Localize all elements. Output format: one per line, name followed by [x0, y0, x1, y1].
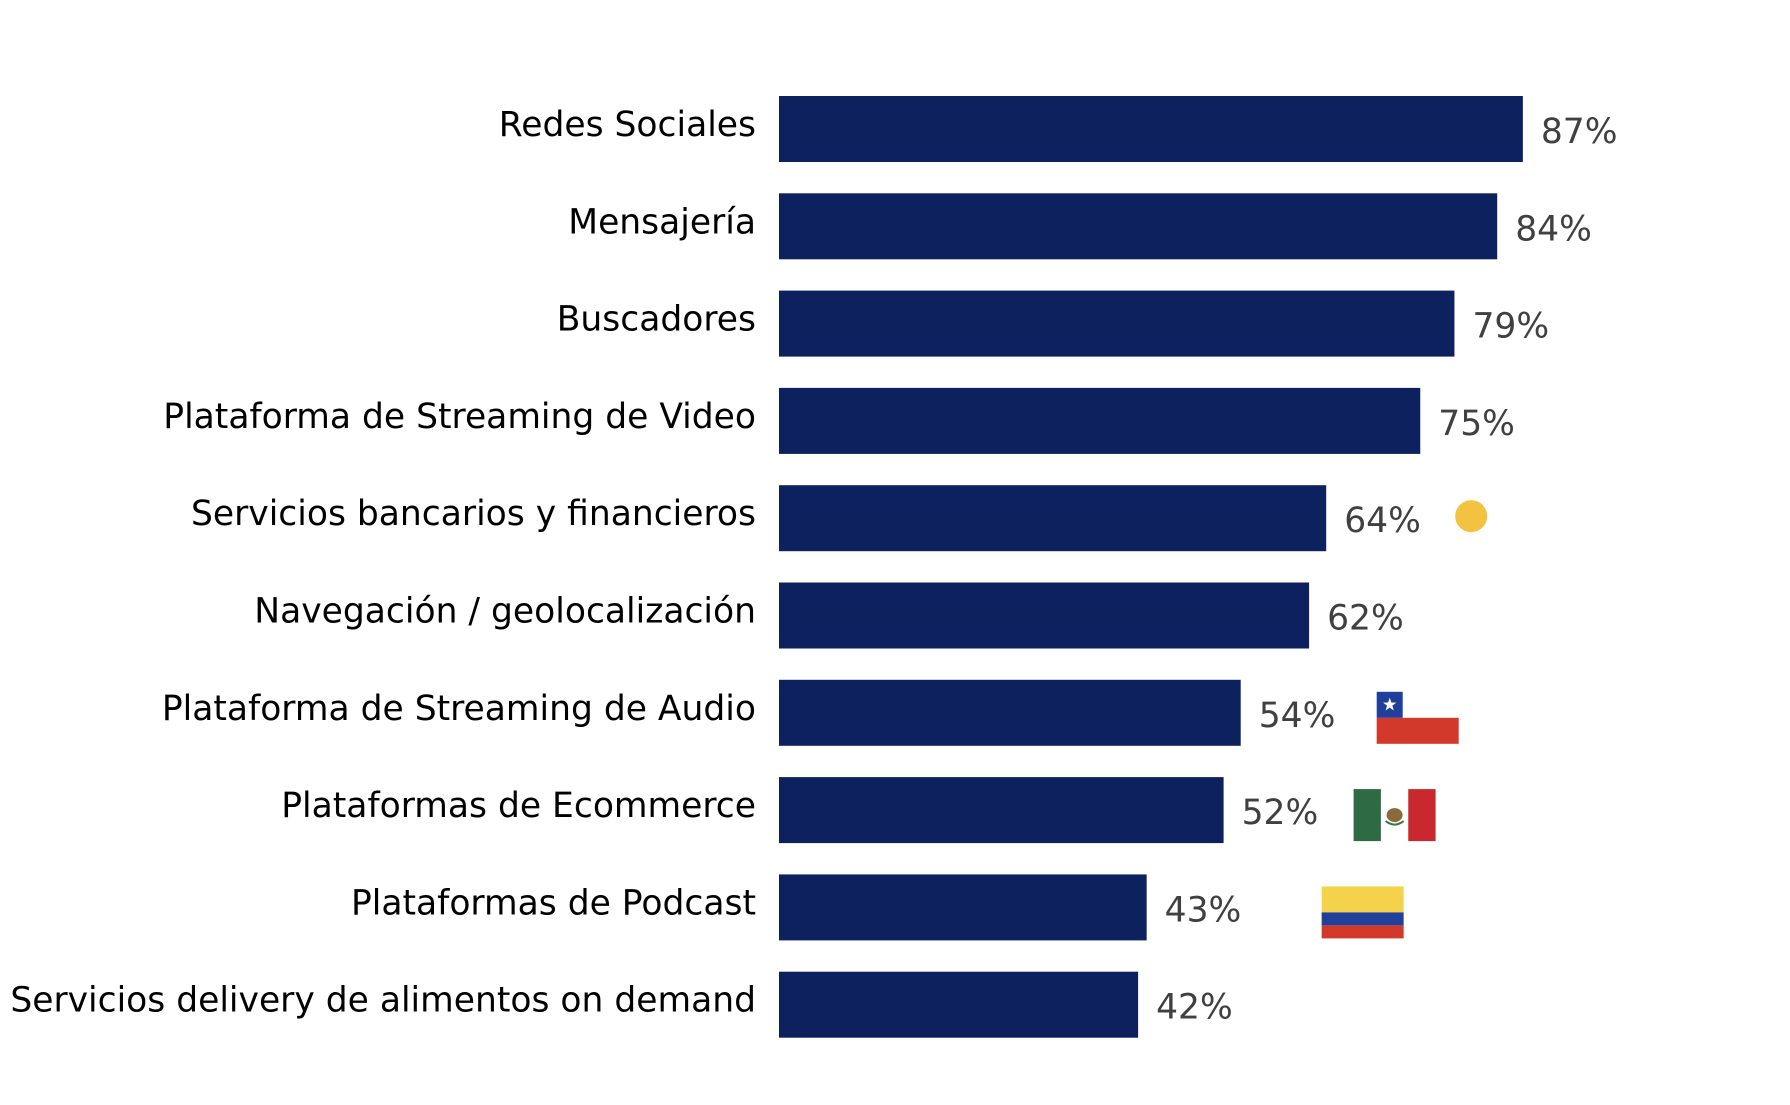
- bar: [779, 874, 1147, 941]
- flag-stripe-blue: [1321, 912, 1404, 926]
- category-label: Mensajería: [568, 202, 756, 242]
- bar: [779, 387, 1421, 454]
- category-label: Redes Sociales: [499, 105, 756, 145]
- flag-stripe-red: [1321, 925, 1404, 939]
- bar: [779, 582, 1310, 649]
- category-label: Plataformas de Podcast: [351, 883, 756, 923]
- bar: [779, 290, 1455, 357]
- category-label: Plataforma de Streaming de Video: [163, 397, 756, 437]
- category-label: Buscadores: [557, 300, 756, 340]
- value-label: 43%: [1165, 890, 1242, 930]
- category-label: Servicios bancarios y financieros: [191, 494, 756, 534]
- value-label: 54%: [1259, 696, 1336, 736]
- bar: [779, 485, 1327, 552]
- category-label: Plataformas de Ecommerce: [281, 786, 756, 826]
- wreath-icon: [1384, 820, 1405, 826]
- value-label: 75%: [1438, 404, 1515, 444]
- value-label: 84%: [1515, 209, 1592, 249]
- mexico-flag-icon: [1353, 789, 1436, 842]
- flag-stripe-green: [1353, 789, 1381, 842]
- star-icon: [1383, 697, 1397, 711]
- bar: [779, 96, 1523, 162]
- flag-stripe-red: [1376, 717, 1459, 744]
- category-label: Plataforma de Streaming de Audio: [162, 689, 756, 729]
- bar: [779, 679, 1241, 746]
- value-label: 62%: [1327, 599, 1404, 639]
- value-label: 42%: [1156, 988, 1233, 1028]
- chile-flag-icon: [1376, 691, 1459, 744]
- colombia-flag-icon: [1321, 886, 1404, 939]
- bar: [779, 193, 1498, 260]
- category-label: Servicios delivery de alimentos on deman…: [10, 981, 756, 1021]
- yellow-dot-icon: [1455, 500, 1488, 533]
- category-label: Navegación / geolocalización: [254, 592, 756, 632]
- bar: [779, 971, 1139, 1038]
- flag-stripe-yellow: [1321, 886, 1404, 913]
- flag-stripe-red: [1408, 789, 1436, 842]
- value-label: 79%: [1472, 307, 1549, 347]
- value-label: 52%: [1242, 793, 1319, 833]
- value-label: 87%: [1541, 112, 1618, 152]
- value-label: 64%: [1344, 501, 1421, 541]
- bar: [779, 777, 1224, 844]
- coat-of-arms-icon: [1386, 808, 1403, 823]
